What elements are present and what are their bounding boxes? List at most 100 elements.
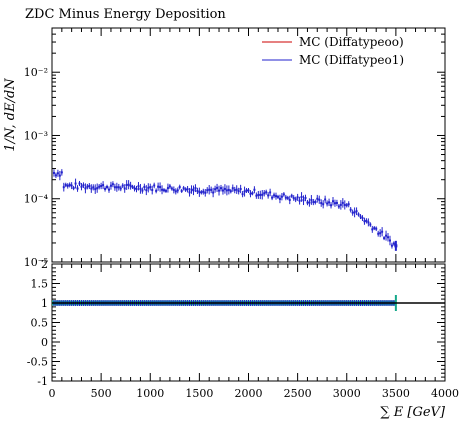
data-point	[102, 184, 105, 187]
data-point	[387, 236, 390, 239]
main-y-tick-label: 10⁻⁵	[24, 256, 48, 269]
data-point	[373, 227, 376, 230]
data-point	[133, 187, 136, 190]
data-point	[60, 171, 63, 174]
data-point	[109, 184, 112, 187]
ratio-y-ticks: -1 -0.5 0 0.5 1 1.5 2	[27, 258, 445, 388]
data-point	[180, 189, 183, 192]
data-point	[355, 210, 358, 213]
data-point	[214, 188, 217, 191]
legend: MC (Diffatypeoo) MC (Diffatypeo1)	[262, 35, 404, 67]
data-point	[371, 228, 374, 231]
x-tick-label: 0	[49, 387, 56, 400]
data-point	[353, 211, 356, 214]
main-y-tick-label: 10⁻⁴	[24, 193, 49, 206]
data-point	[184, 188, 187, 191]
data-point	[119, 187, 122, 190]
data-point	[98, 185, 101, 188]
data-point	[286, 196, 289, 199]
data-point	[117, 186, 120, 189]
data-point	[223, 187, 226, 190]
data-point	[263, 192, 266, 195]
data-point	[381, 230, 384, 233]
data-point	[129, 184, 132, 187]
data-point	[221, 189, 224, 192]
data-point	[166, 187, 169, 190]
ratio-x-ticks: 0 500 1000 1500 2000 2500 3000 3500 4000	[49, 264, 459, 400]
data-point	[231, 187, 234, 190]
data-point	[294, 198, 297, 201]
ratio-y-tick-label: -1	[37, 375, 48, 388]
data-point	[388, 239, 391, 242]
data-point	[367, 221, 370, 224]
data-point	[251, 192, 254, 195]
data-point	[186, 188, 189, 191]
data-point	[155, 189, 158, 192]
data-point	[275, 195, 278, 198]
data-point	[84, 187, 87, 190]
data-point	[233, 189, 236, 192]
chart-title: ZDC Minus Energy Deposition	[25, 7, 226, 22]
data-point	[198, 191, 201, 194]
data-point	[320, 202, 323, 205]
data-point	[86, 185, 89, 188]
data-point	[137, 185, 140, 188]
data-point	[96, 187, 99, 190]
data-point	[212, 191, 215, 194]
data-point	[339, 203, 342, 206]
ratio-y-tick-label: 1	[41, 297, 48, 310]
data-point	[147, 186, 150, 189]
data-point	[125, 184, 128, 187]
data-point	[106, 186, 109, 189]
data-point	[219, 187, 222, 190]
data-point	[206, 189, 209, 192]
data-point	[278, 197, 281, 200]
data-point	[94, 188, 97, 191]
data-point	[322, 203, 325, 206]
data-point	[392, 242, 395, 245]
data-point	[351, 211, 354, 214]
data-point	[261, 193, 264, 196]
data-point	[143, 185, 146, 188]
data-point	[107, 188, 110, 191]
data-point	[335, 201, 338, 204]
data-point	[253, 188, 256, 191]
x-tick-label: 4000	[431, 387, 459, 400]
data-point	[149, 186, 152, 189]
x-axis-label: ∑ E [GeV]	[380, 405, 446, 420]
data-point	[312, 201, 315, 204]
data-point	[182, 187, 185, 190]
data-point	[229, 190, 232, 193]
data-point	[216, 186, 219, 189]
data-point	[241, 193, 244, 196]
data-point	[390, 244, 393, 247]
data-point	[161, 188, 164, 191]
data-point	[131, 185, 134, 188]
main-y-tick-label: 10⁻²	[24, 66, 48, 79]
data-point	[62, 186, 65, 189]
data-point	[176, 189, 179, 192]
main-y-ticks: 10⁻⁵ 10⁻⁴ 10⁻³ 10⁻²	[24, 27, 445, 269]
data-point	[163, 189, 166, 192]
data-point	[359, 215, 362, 218]
data-point	[369, 223, 372, 226]
data-point	[192, 189, 195, 192]
data-point	[66, 184, 69, 187]
data-point	[237, 190, 240, 193]
data-point	[385, 234, 388, 237]
data-point	[292, 196, 295, 199]
data-point	[290, 194, 293, 197]
data-point	[296, 196, 299, 199]
data-point	[267, 194, 270, 197]
data-point	[282, 193, 285, 196]
data-point	[121, 184, 124, 187]
data-point	[190, 188, 193, 191]
x-tick-label: 1500	[185, 387, 213, 400]
data-point	[113, 186, 116, 189]
data-point	[298, 199, 301, 202]
data-point	[365, 219, 368, 222]
data-point	[151, 189, 154, 192]
data-point	[379, 232, 382, 235]
x-tick-label: 500	[91, 387, 112, 400]
data-point	[153, 184, 156, 187]
